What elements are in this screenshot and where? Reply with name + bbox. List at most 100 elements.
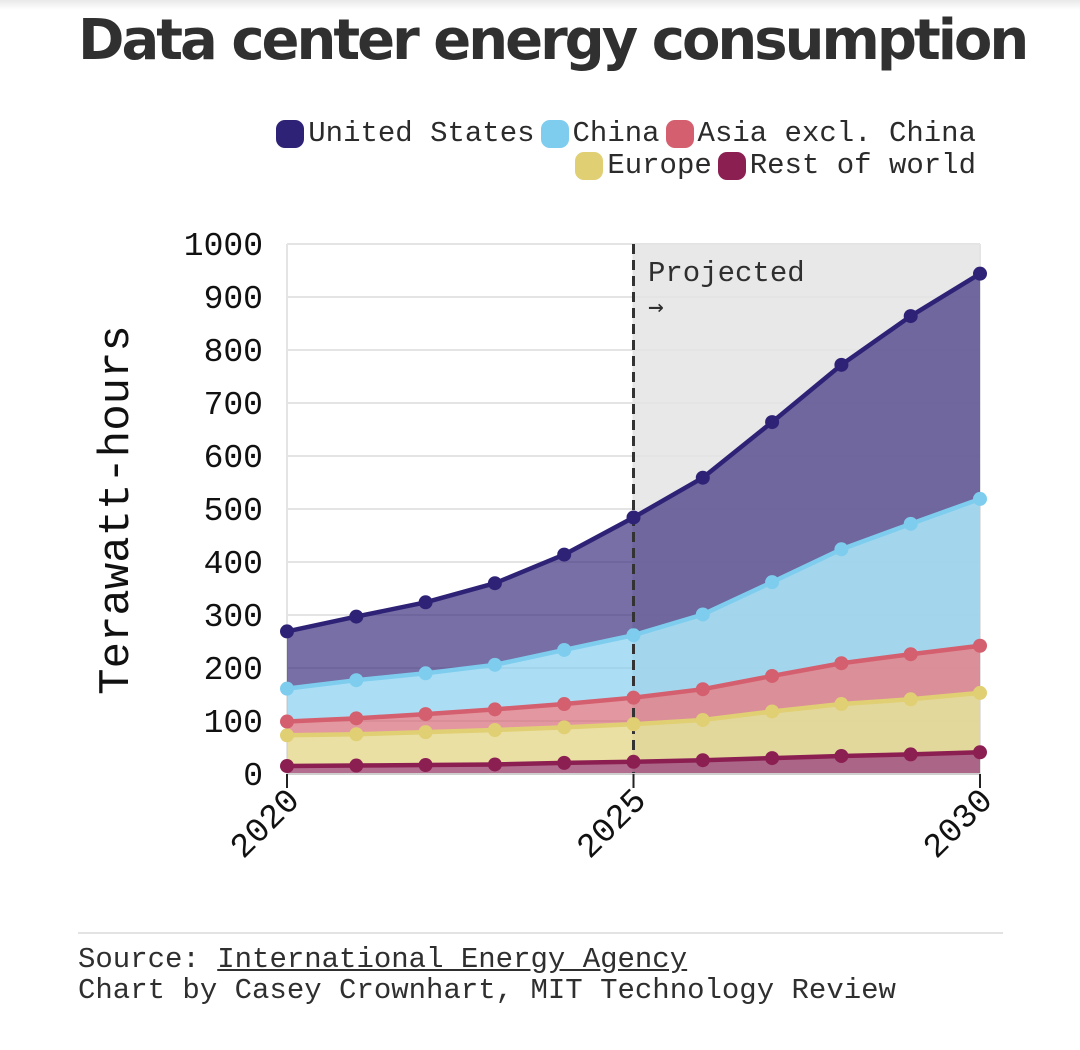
footer-divider bbox=[78, 932, 1003, 934]
point-asia-excl-china bbox=[973, 638, 987, 653]
point-rest-of-world bbox=[695, 753, 710, 768]
footer: Source: International Energy Agency Char… bbox=[78, 944, 1018, 1006]
point-united-states bbox=[557, 547, 572, 562]
y-tick-label: 0 bbox=[243, 758, 263, 795]
legend-swatch-united-states bbox=[276, 120, 305, 148]
point-united-states bbox=[834, 357, 849, 372]
legend-row-1: United States China Asia excl. China bbox=[76, 118, 976, 150]
legend: United States China Asia excl. China Eur… bbox=[76, 118, 976, 182]
y-tick-label: 800 bbox=[204, 334, 263, 371]
y-tick-label: 1000 bbox=[184, 228, 263, 265]
point-rest-of-world bbox=[765, 751, 780, 766]
y-tick-label: 900 bbox=[204, 281, 263, 318]
point-europe bbox=[973, 685, 987, 700]
projected-annotation: Projected bbox=[648, 257, 805, 290]
point-europe bbox=[487, 723, 502, 738]
chart-title: Data center energy consumption bbox=[78, 8, 1029, 73]
point-rest-of-world bbox=[834, 748, 849, 763]
point-asia-excl-china bbox=[695, 682, 710, 697]
area-chart: 0 100 200 300 400 500 600 700 800 900 1000 2020 2025… bbox=[92, 228, 1002, 868]
legend-label-asia-excl-china: Asia excl. China bbox=[697, 117, 976, 150]
point-china bbox=[487, 657, 502, 672]
point-asia-excl-china bbox=[903, 647, 918, 662]
y-tick-label: 100 bbox=[204, 705, 263, 742]
point-rest-of-world bbox=[626, 754, 641, 769]
y-tick-label: 400 bbox=[204, 546, 263, 583]
point-china bbox=[557, 642, 572, 657]
point-asia-excl-china bbox=[834, 656, 849, 671]
point-asia-excl-china bbox=[418, 707, 433, 722]
legend-row-2: Europe Rest of world bbox=[76, 150, 976, 182]
point-asia-excl-china bbox=[765, 668, 780, 683]
series-points bbox=[280, 266, 987, 774]
point-europe bbox=[418, 725, 433, 740]
point-europe bbox=[626, 717, 641, 732]
point-asia-excl-china bbox=[349, 711, 364, 726]
top-shadow bbox=[0, 0, 1080, 10]
area-china bbox=[287, 498, 980, 722]
point-china bbox=[903, 516, 918, 531]
point-china bbox=[626, 628, 641, 643]
legend-label-europe: Europe bbox=[607, 149, 712, 182]
point-europe bbox=[280, 728, 294, 743]
legend-label-united-states: United States bbox=[308, 117, 535, 150]
point-rest-of-world bbox=[349, 758, 364, 773]
point-rest-of-world bbox=[557, 755, 572, 770]
y-tick-label: 600 bbox=[204, 440, 263, 477]
y-axis-label: Terawatt-hours bbox=[92, 325, 142, 695]
point-asia-excl-china bbox=[557, 697, 572, 712]
projected-arrow-icon: → bbox=[648, 292, 664, 322]
point-united-states bbox=[973, 266, 987, 281]
y-tick-label: 200 bbox=[204, 652, 263, 689]
legend-item-china: China bbox=[540, 117, 660, 150]
legend-swatch-china bbox=[540, 120, 569, 148]
legend-label-rest-of-world: Rest of world bbox=[749, 149, 976, 182]
legend-label-china: China bbox=[572, 117, 660, 150]
legend-swatch-rest-of-world bbox=[717, 152, 746, 180]
legend-item-united-states: United States bbox=[276, 117, 535, 150]
point-rest-of-world bbox=[903, 747, 918, 762]
point-china bbox=[695, 607, 710, 622]
source-line: Source: International Energy Agency bbox=[78, 944, 1018, 975]
point-united-states bbox=[418, 595, 433, 610]
point-united-states bbox=[695, 470, 710, 485]
point-asia-excl-china bbox=[626, 690, 641, 705]
point-europe bbox=[349, 727, 364, 742]
point-united-states bbox=[349, 609, 364, 624]
source-prefix: Source: bbox=[78, 943, 218, 976]
point-china bbox=[834, 542, 849, 557]
point-europe bbox=[557, 720, 572, 735]
point-asia-excl-china bbox=[280, 714, 294, 729]
point-rest-of-world bbox=[487, 757, 502, 772]
point-united-states bbox=[280, 624, 294, 639]
y-tick-label: 300 bbox=[204, 599, 263, 636]
y-tick-label: 700 bbox=[204, 387, 263, 424]
point-united-states bbox=[626, 510, 641, 525]
point-united-states bbox=[487, 576, 502, 591]
point-europe bbox=[765, 704, 780, 719]
legend-swatch-europe bbox=[575, 152, 604, 180]
point-europe bbox=[903, 692, 918, 707]
x-tick-label: 2020 bbox=[224, 783, 309, 868]
point-rest-of-world bbox=[973, 745, 987, 760]
point-europe bbox=[695, 712, 710, 727]
legend-item-europe: Europe bbox=[575, 149, 712, 182]
point-china bbox=[765, 575, 780, 590]
point-china bbox=[418, 666, 433, 681]
point-china bbox=[280, 681, 294, 696]
y-tick-label: 500 bbox=[204, 493, 263, 530]
point-europe bbox=[834, 697, 849, 712]
x-tick-label: 2025 bbox=[571, 783, 656, 868]
legend-swatch-asia-excl-china bbox=[665, 120, 694, 148]
source-link[interactable]: International Energy Agency bbox=[217, 943, 688, 976]
point-rest-of-world bbox=[418, 757, 433, 772]
legend-item-rest-of-world: Rest of world bbox=[717, 149, 976, 182]
chart-credit: Chart by Casey Crownhart, MIT Technology… bbox=[78, 974, 896, 1007]
legend-item-asia-excl-china: Asia excl. China bbox=[665, 117, 976, 150]
point-china bbox=[349, 673, 364, 688]
point-asia-excl-china bbox=[487, 702, 502, 717]
point-rest-of-world bbox=[280, 759, 294, 774]
point-united-states bbox=[765, 415, 780, 430]
point-china bbox=[973, 491, 987, 506]
x-tick-label: 2030 bbox=[917, 783, 1002, 868]
